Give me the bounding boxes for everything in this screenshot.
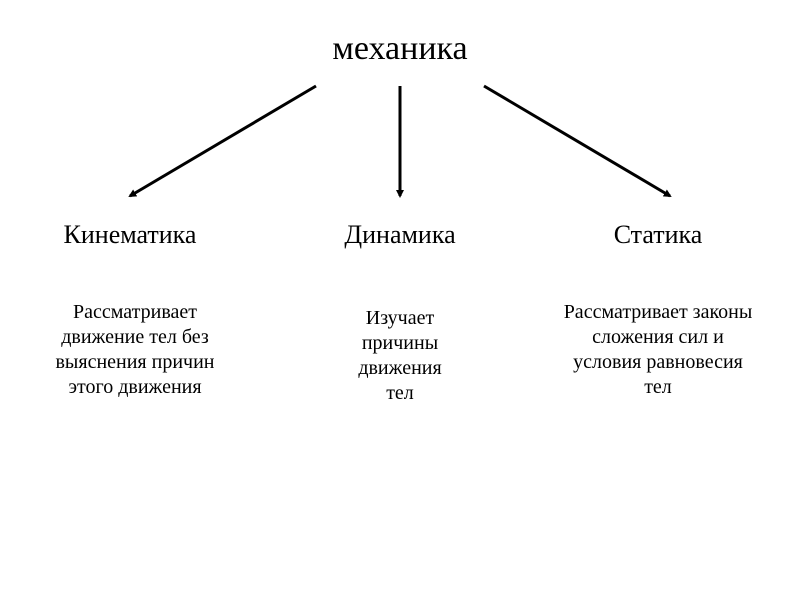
branch-desc-text: Изучает причины движения тел xyxy=(358,307,441,404)
branch-title-1: Динамика xyxy=(300,220,500,250)
branch-title-0: Кинематика xyxy=(30,220,230,250)
branch-title-2: Статика xyxy=(558,220,758,250)
branch-title-label: Кинематика xyxy=(64,220,197,249)
root-node: механика xyxy=(332,30,467,68)
branch-title-label: Статика xyxy=(614,220,703,249)
arrow-left xyxy=(130,86,316,196)
branch-desc-2: Рассматривает законы сложения сил и усло… xyxy=(558,300,758,400)
branch-desc-1: Изучает причины движения тел xyxy=(345,306,455,406)
branch-desc-0: Рассматривает движение тел без выяснения… xyxy=(40,300,230,400)
branch-desc-text: Рассматривает законы сложения сил и усло… xyxy=(564,301,753,398)
branch-title-label: Динамика xyxy=(344,220,455,249)
branch-desc-text: Рассматривает движение тел без выяснения… xyxy=(55,301,214,398)
root-label: механика xyxy=(332,30,467,67)
arrow-right xyxy=(484,86,670,196)
